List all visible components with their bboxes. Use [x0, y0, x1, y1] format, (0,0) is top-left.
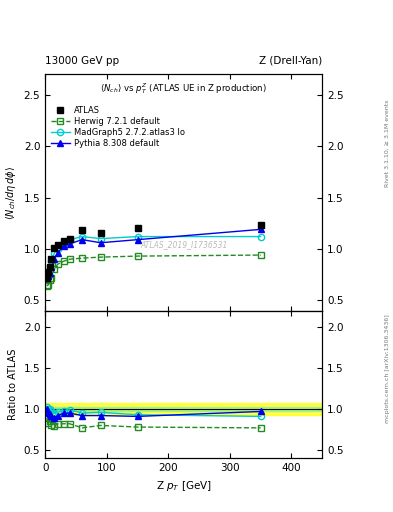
X-axis label: Z $p_T$ [GeV]: Z $p_T$ [GeV]: [156, 479, 212, 493]
Text: mcplots.cern.ch [arXiv:1306.3436]: mcplots.cern.ch [arXiv:1306.3436]: [385, 314, 389, 423]
Legend: ATLAS, Herwig 7.2.1 default, MadGraph5 2.7.2.atlas3 lo, Pythia 8.308 default: ATLAS, Herwig 7.2.1 default, MadGraph5 2…: [48, 102, 188, 152]
Bar: [45, 407, 322, 412]
Y-axis label: $\langle N_{ch}/d\eta\,d\phi\rangle$: $\langle N_{ch}/d\eta\,d\phi\rangle$: [4, 165, 18, 220]
Text: Z (Drell-Yan): Z (Drell-Yan): [259, 55, 322, 66]
Text: Rivet 3.1.10, ≥ 3.1M events: Rivet 3.1.10, ≥ 3.1M events: [385, 100, 389, 187]
Bar: [45, 403, 322, 415]
Text: 13000 GeV pp: 13000 GeV pp: [45, 55, 119, 66]
Text: ATLAS_2019_I1736531: ATLAS_2019_I1736531: [140, 240, 228, 249]
Y-axis label: Ratio to ATLAS: Ratio to ATLAS: [8, 349, 18, 420]
Text: $\langle N_{ch}\rangle$ vs $p_T^Z$ (ATLAS UE in Z production): $\langle N_{ch}\rangle$ vs $p_T^Z$ (ATLA…: [100, 81, 267, 96]
